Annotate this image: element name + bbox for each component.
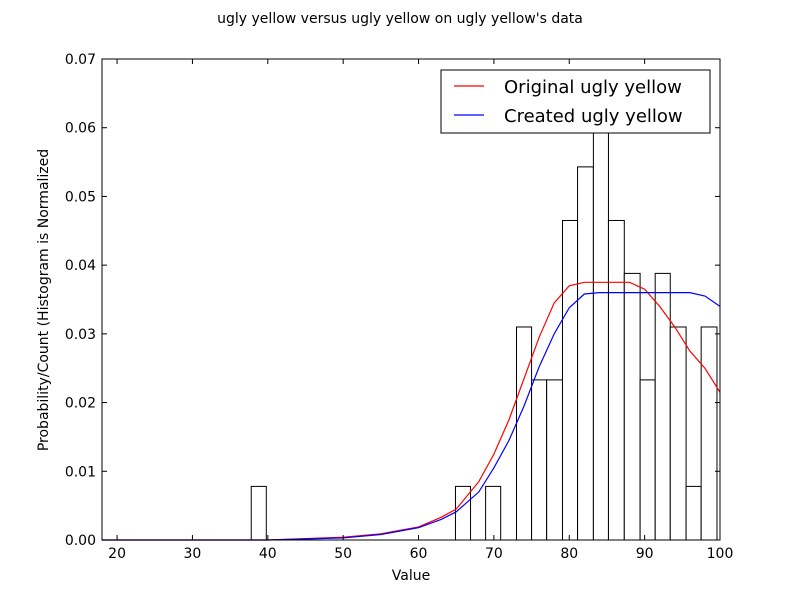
histogram-bar-2	[485, 485, 502, 541]
x-tick-label-7: 90	[636, 546, 654, 562]
histogram-bar-3	[516, 326, 533, 541]
histogram-bar-15	[700, 326, 718, 541]
legend: Original ugly yellow Created ugly yellow	[440, 69, 711, 134]
histogram-bar-5	[546, 379, 563, 541]
x-axis: 20 30 40 50 60 70 80 90 100	[108, 59, 733, 562]
x-axis-label: Value	[392, 568, 430, 584]
histogram-bar-10	[623, 272, 641, 541]
histogram-bars	[250, 113, 718, 541]
plot-frame	[101, 58, 721, 541]
histogram-bar-0	[250, 485, 267, 541]
y-tick-label-4: 0.04	[65, 258, 96, 274]
series-line-1	[102, 292, 721, 541]
series-line-0	[102, 281, 721, 541]
y-tick-label-7: 0.07	[65, 52, 96, 68]
histogram-bar-7	[577, 166, 594, 541]
x-tick-label-4: 60	[410, 546, 428, 562]
legend-box	[440, 69, 711, 134]
legend-label-0: Original ugly yellow	[504, 77, 682, 98]
density-lines	[102, 281, 721, 541]
chart-title: ugly yellow versus ugly yellow on ugly y…	[217, 11, 583, 27]
histogram-bar-9	[607, 219, 625, 541]
x-tick-label-6: 80	[560, 546, 578, 562]
histogram-bar-12	[654, 272, 671, 541]
x-tick-label-5: 70	[485, 546, 503, 562]
y-tick-label-0: 0.00	[65, 533, 96, 549]
x-tick-label-1: 30	[184, 546, 202, 562]
y-tick-label-3: 0.03	[65, 327, 96, 343]
x-tick-label-3: 50	[334, 546, 352, 562]
x-tick-label-0: 20	[108, 546, 126, 562]
histogram-bar-11	[639, 379, 656, 541]
y-tick-label-1: 0.01	[65, 464, 96, 480]
histogram-bar-8	[592, 113, 609, 541]
y-tick-label-2: 0.02	[65, 396, 96, 412]
x-tick-label-8: 100	[707, 546, 734, 562]
histogram-bar-4	[531, 379, 548, 541]
histogram-bar-13	[669, 326, 687, 541]
y-tick-label-6: 0.06	[65, 121, 96, 137]
y-axis-label: Probability/Count (Histogram is Normaliz…	[36, 149, 52, 451]
legend-label-1: Created ugly yellow	[504, 106, 683, 127]
y-tick-label-5: 0.05	[65, 189, 96, 205]
x-tick-label-2: 40	[259, 546, 277, 562]
histogram-bar-6	[561, 219, 579, 541]
y-axis: 0.00 0.01 0.02 0.03 0.04 0.05 0.06 0.07	[65, 52, 720, 549]
histogram-bar-14	[685, 485, 702, 541]
